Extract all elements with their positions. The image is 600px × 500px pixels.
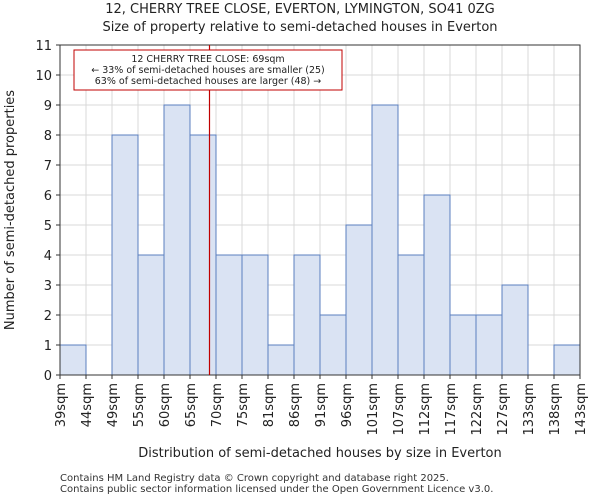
bar-39sqm	[59, 344, 87, 376]
footer-copyright: Contains HM Land Registry data © Crown c…	[60, 473, 449, 484]
bar-70sqm	[215, 254, 243, 376]
x-tick-label: 86sqm	[288, 383, 303, 427]
x-tick-label: 101sqm	[366, 383, 381, 436]
annotation-line-1: 12 CHERRY TREE CLOSE: 69sqm	[131, 54, 284, 65]
x-tick-label: 65sqm	[184, 383, 199, 427]
x-tick-labels: 39sqm 44sqm 49sqm 55sqm 60sqm 65sqm 70sqm 75sqm…	[54, 375, 589, 436]
bar-107sqm	[397, 254, 425, 376]
annotation-box: 12 CHERRY TREE CLOSE: 69sqm ← 33% of sem…	[73, 49, 343, 91]
bar-117sqm	[449, 314, 477, 376]
annotation-line-2: ← 33% of semi-detached houses are smalle…	[91, 65, 325, 76]
bar-112sqm	[423, 194, 451, 376]
chart-title-subtitle: Size of property relative to semi-detach…	[102, 20, 498, 35]
y-tick-labels: 0 1 2 3 4 5 6 7 8 9 10 11	[35, 39, 60, 384]
x-tick-label: 127sqm	[496, 383, 511, 436]
bar-86sqm	[293, 254, 321, 376]
bar-75sqm	[241, 254, 269, 376]
bar-49sqm	[111, 134, 139, 376]
x-tick-label: 133sqm	[522, 383, 537, 436]
x-tick-label: 91sqm	[314, 383, 329, 427]
y-tick-label: 0	[44, 369, 52, 384]
chart-title-address: 12, CHERRY TREE CLOSE, EVERTON, LYMINGTO…	[105, 2, 495, 17]
x-tick-label: 138sqm	[548, 383, 563, 436]
y-tick-label: 2	[44, 309, 52, 324]
annotation-line-3: 63% of semi-detached houses are larger (…	[95, 76, 322, 87]
bar-60sqm	[163, 104, 191, 376]
x-tick-label: 44sqm	[80, 383, 95, 427]
x-tick-label: 81sqm	[262, 383, 277, 427]
bar-138sqm	[553, 344, 581, 376]
y-tick-label: 8	[44, 129, 52, 144]
bar-127sqm	[501, 284, 529, 376]
y-tick-label: 3	[44, 279, 52, 294]
y-tick-label: 10	[35, 69, 52, 84]
x-tick-label: 60sqm	[158, 383, 173, 427]
x-tick-label: 143sqm	[574, 383, 589, 436]
bar-65sqm	[189, 134, 217, 376]
x-tick-label: 117sqm	[444, 383, 459, 436]
x-tick-label: 112sqm	[418, 383, 433, 436]
x-tick-label: 49sqm	[106, 383, 121, 427]
y-tick-label: 5	[44, 219, 52, 234]
y-tick-label: 6	[44, 189, 52, 204]
bar-122sqm	[475, 314, 503, 376]
bar-91sqm	[319, 314, 347, 376]
x-tick-label: 70sqm	[210, 383, 225, 427]
bar-101sqm	[371, 104, 399, 376]
y-tick-label: 9	[44, 99, 52, 114]
y-tick-label: 1	[44, 339, 52, 354]
x-tick-label: 75sqm	[236, 383, 251, 427]
x-axis-label: Distribution of semi-detached houses by …	[138, 446, 502, 461]
bar-81sqm	[267, 344, 295, 376]
x-tick-label: 107sqm	[392, 383, 407, 436]
x-tick-label: 55sqm	[132, 383, 147, 427]
x-tick-label: 122sqm	[470, 383, 485, 436]
bar-55sqm	[137, 254, 165, 376]
bars	[59, 104, 581, 376]
x-tick-label: 96sqm	[340, 383, 355, 427]
x-tick-label: 39sqm	[54, 383, 69, 427]
y-tick-label: 7	[44, 159, 52, 174]
footer-licence: Contains public sector information licen…	[60, 484, 494, 495]
y-axis-label: Number of semi-detached properties	[3, 90, 18, 330]
y-tick-label: 11	[35, 39, 52, 54]
y-tick-label: 4	[44, 249, 52, 264]
bar-96sqm	[345, 224, 373, 376]
annotation-frame	[73, 49, 343, 91]
